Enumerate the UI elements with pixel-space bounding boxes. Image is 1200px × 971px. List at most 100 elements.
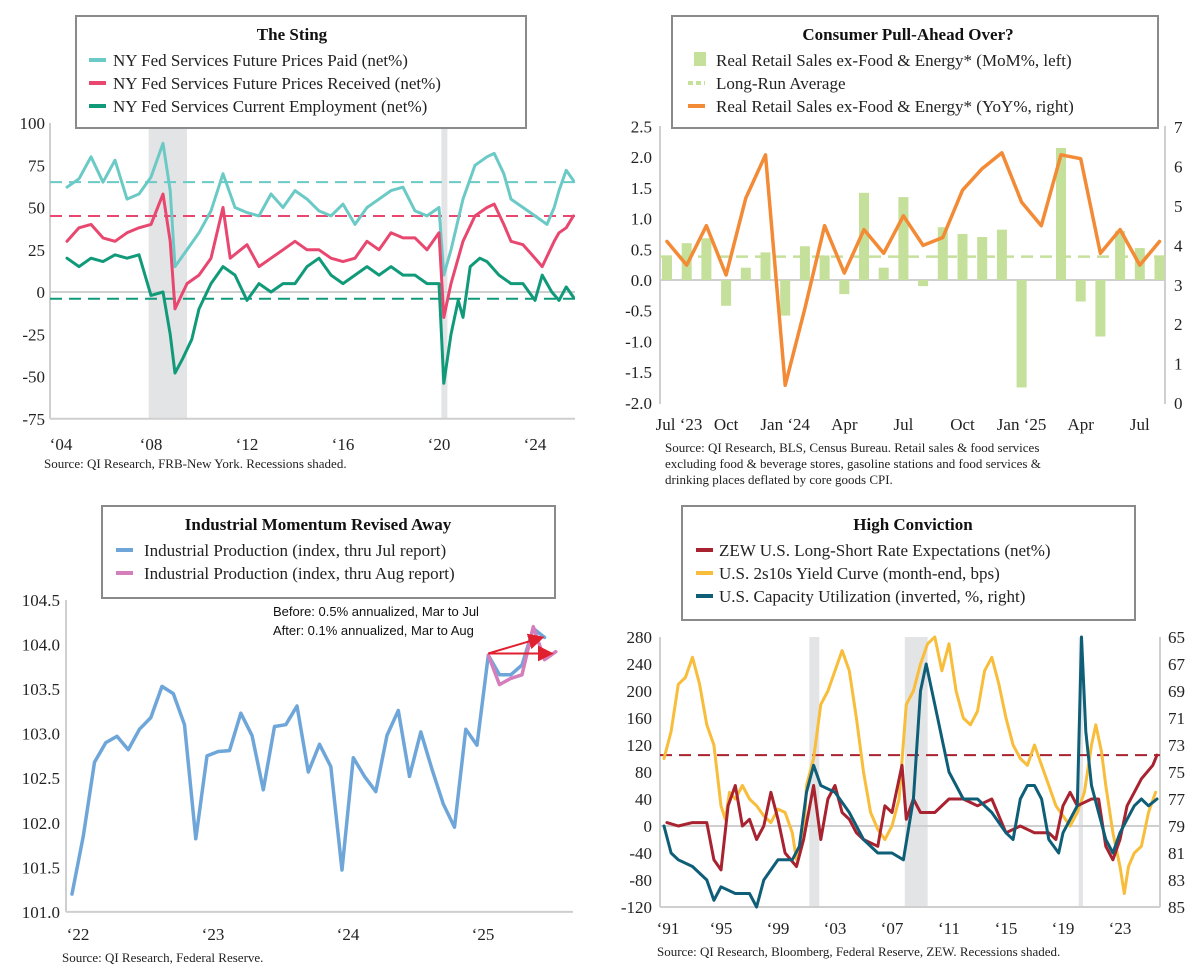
y-left-tick-label: 2.5 bbox=[631, 118, 652, 137]
y-tick-label: -25 bbox=[22, 325, 45, 344]
y-tick-label: 103.5 bbox=[22, 680, 60, 699]
x-tick-label: ‘07 bbox=[881, 919, 904, 938]
source-note: drinking places deflated by core goods C… bbox=[665, 472, 893, 487]
y-right-tick-label: 3 bbox=[1174, 276, 1183, 295]
x-tick-label: Jul ‘23 bbox=[656, 415, 703, 434]
x-tick-label: Jan ‘24 bbox=[760, 415, 810, 434]
legend-box bbox=[101, 505, 556, 599]
y-left-tick-label: 1.0 bbox=[631, 210, 652, 229]
y-right-tick-label: 77 bbox=[1168, 790, 1186, 809]
y-tick-label: 104.0 bbox=[22, 636, 60, 655]
legend-swatch-bar bbox=[694, 52, 706, 66]
legend-label: Industrial Production (index, thru Jul r… bbox=[144, 541, 446, 560]
x-tick-label: ‘15 bbox=[995, 919, 1018, 938]
recession-shade bbox=[1078, 637, 1083, 907]
y-right-tick-label: 79 bbox=[1168, 817, 1185, 836]
y-left-tick-label: -1.5 bbox=[625, 363, 652, 382]
legend-label: Industrial Production (index, thru Aug r… bbox=[144, 564, 455, 583]
y-tick-label: 102.0 bbox=[22, 814, 60, 833]
y-tick-label: 25 bbox=[28, 241, 45, 260]
bar bbox=[1056, 147, 1066, 280]
y-right-tick-label: 85 bbox=[1168, 898, 1185, 917]
bar bbox=[878, 267, 889, 280]
y-right-tick-label: 75 bbox=[1168, 763, 1185, 782]
y-right-tick-label: 69 bbox=[1168, 682, 1185, 701]
x-tick-label: Apr bbox=[831, 415, 858, 434]
bar bbox=[701, 238, 712, 280]
legend-label: NY Fed Services Future Prices Paid (net%… bbox=[113, 51, 408, 70]
legend-box bbox=[681, 505, 1136, 621]
y-right-tick-label: 0 bbox=[1174, 394, 1183, 413]
series-line bbox=[70, 626, 547, 896]
bar bbox=[780, 280, 791, 316]
chart-industrial-momentum: 104.5 104.0 103.5 103.0 102.5 102.0 101.5 101.0… bbox=[22, 505, 573, 965]
legend-label: Real Retail Sales ex-Food & Energy* (MoM… bbox=[716, 51, 1072, 70]
x-tick-label: ‘04 bbox=[50, 435, 73, 454]
bar bbox=[799, 246, 810, 280]
yoy-line bbox=[665, 151, 1162, 388]
bar bbox=[760, 252, 771, 280]
legend-label: Real Retail Sales ex-Food & Energy* (YoY… bbox=[716, 97, 1074, 116]
bar bbox=[1154, 255, 1165, 280]
x-tick-label: ‘22 bbox=[67, 925, 90, 944]
recession-shade bbox=[809, 637, 820, 907]
bar bbox=[937, 227, 948, 280]
y-tick-label: 102.5 bbox=[22, 769, 60, 788]
y-right-tick-label: 71 bbox=[1168, 709, 1185, 728]
y-left-tick-label: 240 bbox=[627, 655, 653, 674]
y-tick-label: 50 bbox=[28, 199, 45, 218]
source-note: Source: QI Research, BLS, Census Bureau.… bbox=[665, 440, 1039, 455]
y-left-tick-label: 1.5 bbox=[631, 179, 652, 198]
y-left-tick-label: 40 bbox=[635, 790, 652, 809]
y-tick-label: 100 bbox=[20, 114, 46, 133]
bar bbox=[859, 192, 869, 280]
series-line bbox=[65, 253, 575, 385]
y-left-tick-label: 2.0 bbox=[631, 148, 652, 167]
chart-consumer-pull-ahead: 2.5 2.0 1.5 1.0 0.5 0.0 -0.5 -1.0 -1.5 -2.0 7 6 5 4 3 2… bbox=[625, 15, 1183, 487]
y-left-tick-label: -2.0 bbox=[625, 394, 652, 413]
chart-title: The Sting bbox=[257, 25, 328, 44]
bar bbox=[740, 267, 751, 280]
y-tick-label: 101.5 bbox=[22, 858, 60, 877]
y-right-tick-label: 67 bbox=[1168, 655, 1186, 674]
source-note: Source: QI Research, Federal Reserve. bbox=[62, 950, 263, 965]
bar bbox=[977, 237, 988, 280]
bar bbox=[1016, 280, 1027, 388]
legend-label: U.S. 2s10s Yield Curve (month-end, bps) bbox=[719, 564, 1000, 583]
y-tick-label: 103.0 bbox=[22, 725, 60, 744]
series-line bbox=[665, 753, 1159, 872]
y-left-tick-label: 0.5 bbox=[631, 240, 652, 259]
x-tick-label: ‘11 bbox=[938, 919, 960, 938]
y-left-tick-label: -0.5 bbox=[625, 302, 652, 321]
y-right-tick-label: 83 bbox=[1168, 871, 1185, 890]
bar bbox=[721, 280, 732, 306]
x-tick-label: Jul bbox=[893, 415, 913, 434]
y-left-tick-label: 200 bbox=[627, 682, 653, 701]
x-tick-label: ‘23 bbox=[202, 925, 225, 944]
y-left-tick-label: 0 bbox=[644, 817, 653, 836]
y-tick-label: -50 bbox=[22, 368, 45, 387]
source-note: excluding food & beverage stores, gasoli… bbox=[665, 456, 1041, 471]
x-tick-label: ‘91 bbox=[657, 919, 680, 938]
x-tick-label: Oct bbox=[714, 415, 739, 434]
x-tick-label: ‘08 bbox=[140, 435, 163, 454]
y-tick-label: 101.0 bbox=[22, 903, 60, 922]
chart-title: Industrial Momentum Revised Away bbox=[185, 515, 452, 534]
y-left-tick-label: -1.0 bbox=[625, 332, 652, 351]
annotation: After: 0.1% annualized, Mar to Aug bbox=[273, 623, 474, 638]
x-tick-label: ‘99 bbox=[767, 919, 790, 938]
y-tick-label: -75 bbox=[22, 410, 45, 429]
bar bbox=[1095, 280, 1106, 337]
legend-box bbox=[75, 15, 527, 129]
x-tick-label: ‘12 bbox=[236, 435, 259, 454]
series-line bbox=[65, 192, 575, 319]
y-left-tick-label: -120 bbox=[621, 898, 652, 917]
y-left-tick-label: 160 bbox=[627, 709, 653, 728]
x-tick-label: ‘19 bbox=[1052, 919, 1075, 938]
x-tick-label: ‘03 bbox=[824, 919, 847, 938]
annotation: Before: 0.5% annualized, Mar to Jul bbox=[273, 604, 479, 619]
y-tick-label: 0 bbox=[37, 283, 46, 302]
series-line bbox=[662, 635, 1158, 895]
y-right-tick-label: 5 bbox=[1174, 197, 1183, 216]
y-tick-label: 104.5 bbox=[22, 591, 60, 610]
